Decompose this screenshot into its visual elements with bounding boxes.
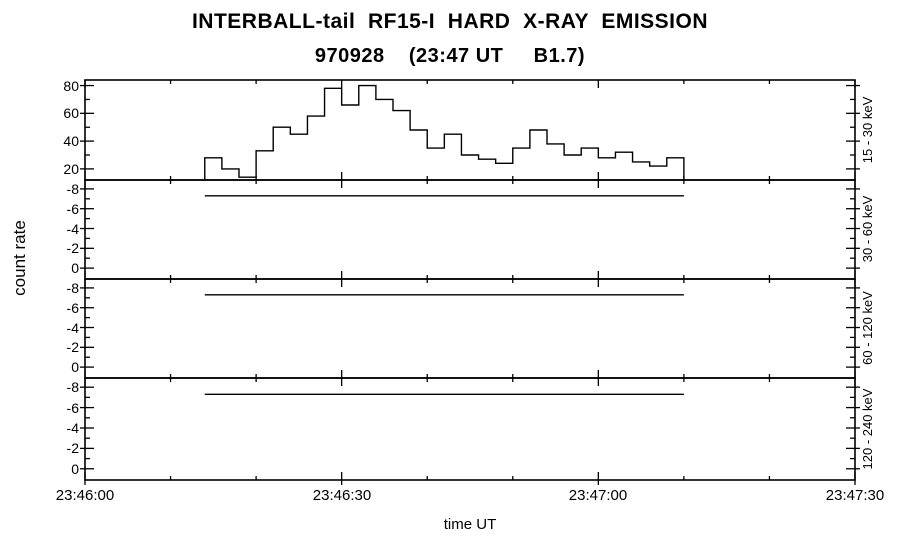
x-tick-label: 23:46:00 [55, 487, 115, 504]
y-tick-label: -2 [66, 339, 79, 356]
y-tick-label: -4 [66, 319, 79, 336]
x-tick-label: 23:46:30 [312, 487, 372, 504]
x-axis-title: time UT [443, 516, 497, 533]
y-tick-label: 60 [63, 105, 79, 122]
energy-band-label-2: 30 - 60 keV [860, 195, 875, 263]
y-tick-label: 0 [71, 359, 79, 376]
y-tick-label: 0 [71, 260, 79, 277]
y-tick-label: -6 [66, 399, 79, 416]
y-tick-label: -8 [66, 379, 79, 396]
y-tick-label: 40 [63, 133, 79, 150]
y-tick-label: -2 [66, 440, 79, 457]
y-tick-label: -6 [66, 299, 79, 316]
x-tick-label: 23:47:00 [568, 487, 628, 504]
y-tick-label: 80 [63, 77, 79, 94]
y-tick-label: -6 [66, 200, 79, 217]
chart-subtitle: 970928 (23:47 UT B1.7) [314, 45, 586, 67]
y-tick-label: -4 [66, 419, 79, 436]
y-tick-label: 0 [71, 460, 79, 477]
y-tick-label: -4 [66, 220, 79, 237]
energy-band-label-1: 15 - 30 keV [860, 96, 875, 164]
x-tick-label: 23:47:30 [825, 487, 885, 504]
y-tick-label: -8 [66, 279, 79, 296]
y-tick-label: -2 [66, 240, 79, 257]
chart-title: INTERBALL-tail RF15-I HARD X-RAY EMISSIO… [191, 10, 709, 33]
y-tick-label: 20 [63, 160, 79, 177]
y-tick-label: -8 [66, 180, 79, 197]
energy-band-label-3: 60 - 120 keV [860, 291, 875, 365]
energy-band-label-4: 120 - 240 keV [860, 388, 875, 470]
